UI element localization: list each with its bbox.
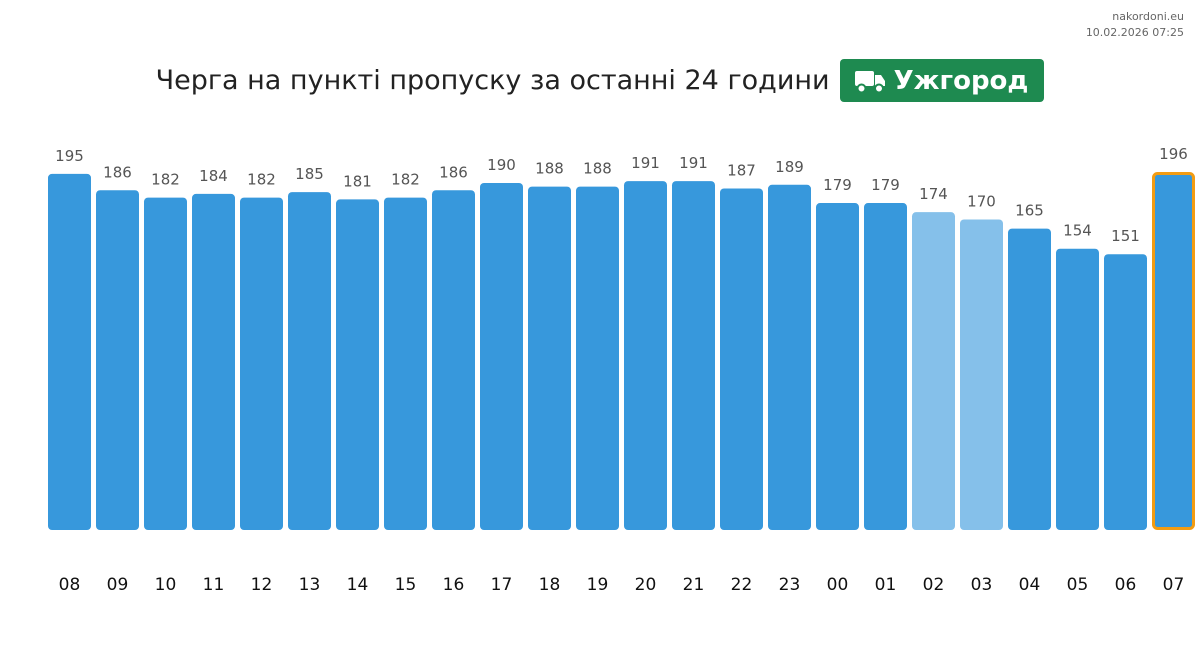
value-label-18: 188 [535,160,564,178]
x-tick-10: 10 [155,575,177,595]
bar-13 [288,192,331,530]
x-tick-03: 03 [971,575,993,595]
value-label-11: 184 [199,167,228,185]
checkpoint-name: Ужгород [893,65,1029,96]
value-label-02: 174 [919,185,948,203]
x-tick-11: 11 [203,575,225,595]
value-label-13: 185 [295,165,324,183]
value-label-09: 186 [103,163,132,181]
x-tick-20: 20 [635,575,657,595]
x-tick-05: 05 [1067,575,1089,595]
value-label-05: 154 [1063,222,1092,240]
x-tick-12: 12 [251,575,273,595]
value-label-06: 151 [1111,227,1140,245]
truck-icon [854,70,885,93]
value-label-20: 191 [631,154,660,172]
x-tick-22: 22 [731,575,753,595]
source-site: nakordoni.eu [1112,10,1184,23]
x-tick-07: 07 [1163,575,1185,595]
x-tick-00: 00 [827,575,849,595]
x-tick-02: 02 [923,575,945,595]
x-tick-01: 01 [875,575,897,595]
bar-04 [1008,228,1051,531]
bar-08 [48,173,91,530]
bar-10 [144,197,187,531]
x-tick-14: 14 [347,575,369,595]
bar-16 [432,190,475,530]
value-label-22: 187 [727,161,756,179]
value-label-15: 182 [391,171,420,189]
x-tick-09: 09 [107,575,129,595]
bar-00 [816,203,859,530]
bar-20 [624,181,667,530]
bar-12 [240,197,283,531]
bar-21 [672,181,715,530]
x-tick-13: 13 [299,575,321,595]
bar-09 [96,190,139,530]
checkpoint-badge: Ужгород [839,59,1045,102]
bar-18 [528,186,571,530]
value-label-04: 165 [1015,202,1044,220]
value-label-23: 189 [775,158,804,176]
value-label-19: 188 [583,160,612,178]
value-label-10: 182 [151,171,180,189]
value-label-07: 196 [1159,145,1188,163]
value-label-16: 186 [439,163,468,181]
x-tick-06: 06 [1115,575,1137,595]
source-timestamp: 10.02.2026 07:25 [1085,26,1184,39]
chart-title: Черга на пункті пропуску за останні 24 г… [155,65,830,96]
value-label-08: 195 [55,147,84,165]
x-tick-21: 21 [683,575,705,595]
value-label-17: 190 [487,156,516,174]
header: Черга на пункті пропуску за останні 24 г… [0,59,1200,102]
x-tick-17: 17 [491,575,513,595]
bar-23 [768,184,811,531]
x-tick-16: 16 [443,575,465,595]
x-tick-18: 18 [539,575,561,595]
bar-03 [960,219,1003,530]
value-label-00: 179 [823,176,852,194]
bar-02 [912,212,955,531]
x-tick-08: 08 [59,575,81,595]
value-label-12: 182 [247,171,276,189]
value-label-03: 170 [967,192,996,210]
bar-19 [576,186,619,530]
bar-11 [192,193,235,530]
x-tick-23: 23 [779,575,801,595]
x-tick-15: 15 [395,575,417,595]
x-tick-04: 04 [1019,575,1041,595]
bar-05 [1056,248,1099,530]
bar-06 [1104,254,1147,530]
bar-15 [384,197,427,531]
bar-07 [1152,172,1195,530]
bar-01 [864,203,907,530]
value-label-14: 181 [343,172,372,190]
bar-14 [336,199,379,531]
source-info: nakordoni.eu 10.02.2026 07:25 [1086,9,1184,41]
value-label-01: 179 [871,176,900,194]
value-label-21: 191 [679,154,708,172]
bar-17 [480,182,523,531]
bar-22 [720,188,763,530]
x-tick-19: 19 [587,575,609,595]
